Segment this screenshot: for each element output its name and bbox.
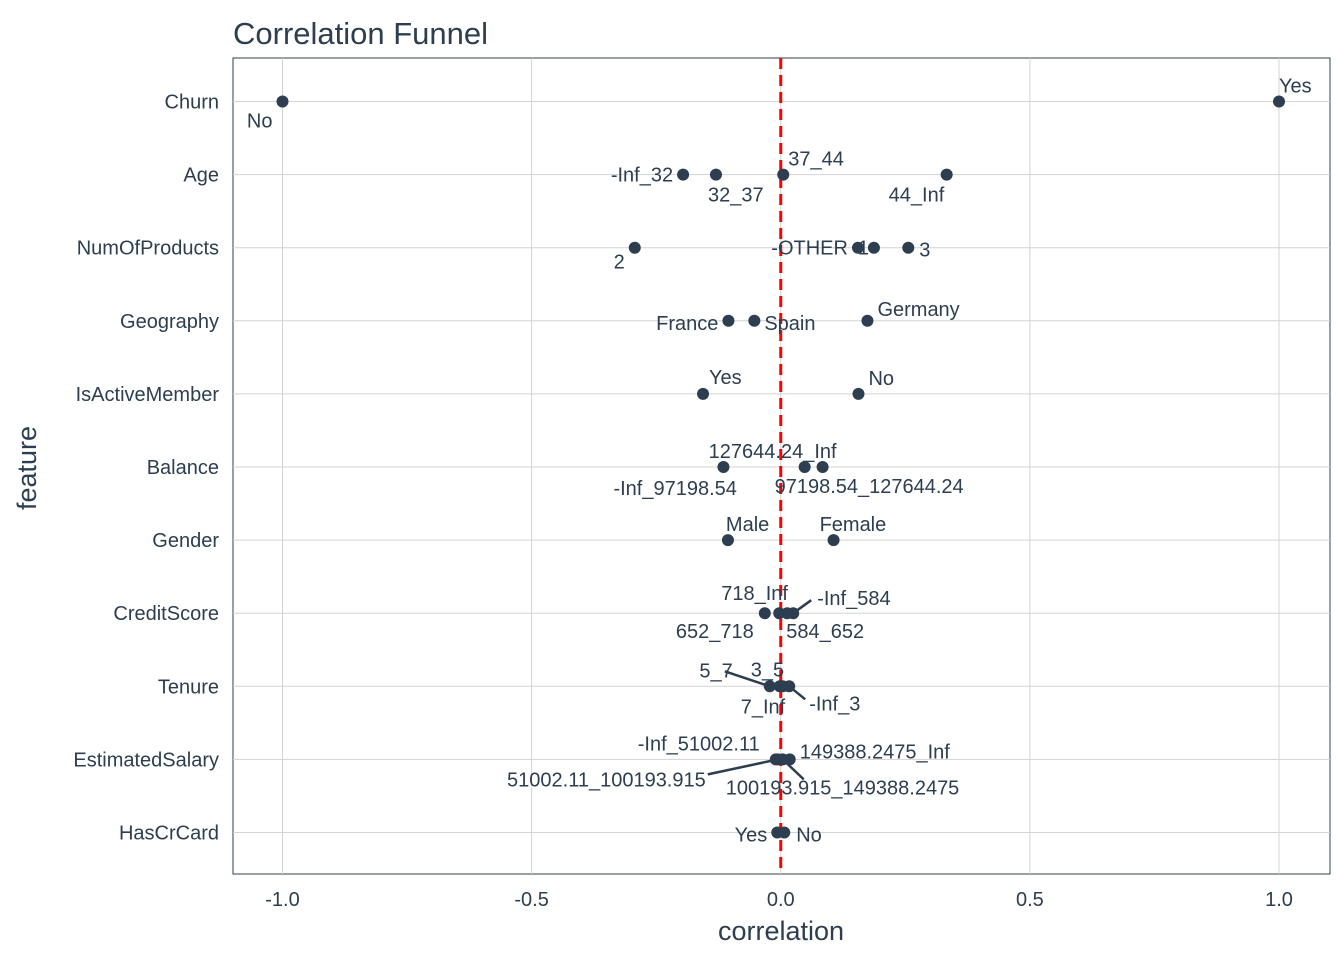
data-points xyxy=(276,95,1285,839)
point-label: No xyxy=(247,111,273,133)
y-tick-label: HasCrCard xyxy=(119,823,219,845)
x-tick-label: 0.5 xyxy=(1016,889,1044,911)
point-label: 51002.11_100193.915 xyxy=(507,769,706,791)
data-point xyxy=(867,241,880,254)
point-label: France xyxy=(656,313,718,335)
point-label: -Inf_32 xyxy=(611,165,673,187)
point-label: Yes xyxy=(735,825,768,847)
point-label: Yes xyxy=(1279,76,1312,98)
point-label: -Inf_3 xyxy=(809,693,860,715)
chart-title: Correlation Funnel xyxy=(233,16,488,51)
point-label: No xyxy=(868,368,894,390)
point-label: Spain xyxy=(764,313,815,335)
y-tick-labels: Churn Age NumOfProducts Geography IsActiveMe… xyxy=(73,92,219,845)
data-point xyxy=(851,241,864,254)
y-tick-label: Balance xyxy=(147,457,219,479)
y-tick-label: CreditScore xyxy=(113,603,219,625)
point-label: 584_652 xyxy=(786,621,864,643)
point-label: 100193.915_149388.2475 xyxy=(726,777,960,799)
point-label: -OTHER xyxy=(771,238,848,260)
x-tick-labels: -1.0 -0.5 0.0 0.5 1.0 xyxy=(265,889,1293,911)
x-axis-title: correlation xyxy=(718,916,844,946)
y-axis-title: feature xyxy=(12,426,42,510)
point-label: 149388.2475_Inf xyxy=(800,741,951,763)
point-label: Female xyxy=(820,514,887,536)
point-label: 718_Inf xyxy=(721,583,788,605)
point-label: 127644.24_Inf xyxy=(709,441,837,463)
point-label: -Inf_584 xyxy=(817,588,890,610)
point-labels: No Yes -Inf_32 32_37 37_44 44_Inf 2 -OTHER 1 3 Fra… xyxy=(247,76,1312,847)
data-point xyxy=(709,168,722,181)
x-tick-label: -0.5 xyxy=(514,889,548,911)
data-point xyxy=(778,826,791,839)
y-tick-label: Geography xyxy=(120,311,219,333)
data-point xyxy=(722,314,735,327)
data-point xyxy=(697,387,710,400)
point-label: Germany xyxy=(877,299,959,321)
data-point xyxy=(783,680,796,693)
y-tick-label: Churn xyxy=(165,92,219,114)
data-point xyxy=(861,314,874,327)
data-point xyxy=(748,314,761,327)
y-tick-label: NumOfProducts xyxy=(77,238,219,260)
point-label: No xyxy=(796,825,822,847)
point-label: 1 xyxy=(858,238,869,260)
data-point xyxy=(276,95,289,108)
point-label: 3_5 xyxy=(751,659,784,681)
point-label: -Inf_51002.11 xyxy=(638,733,760,755)
point-label: 44_Inf xyxy=(889,185,945,207)
data-point xyxy=(787,607,800,620)
point-label: 2 xyxy=(614,252,625,274)
point-label: Yes xyxy=(709,367,742,389)
y-tick-label: IsActiveMember xyxy=(76,384,220,406)
y-tick-label: EstimatedSalary xyxy=(73,749,219,771)
label-leader-line xyxy=(724,670,771,688)
label-leader-line xyxy=(707,758,779,776)
x-tick-label: 1.0 xyxy=(1265,889,1293,911)
y-tick-label: Age xyxy=(183,165,219,187)
data-point xyxy=(852,387,865,400)
point-label: 3 xyxy=(919,240,930,262)
data-point xyxy=(902,241,915,254)
data-point xyxy=(798,461,811,473)
data-point xyxy=(763,680,776,693)
data-point xyxy=(777,168,790,181)
point-label: 652_718 xyxy=(676,621,754,643)
point-label: -Inf_97198.54 xyxy=(613,478,736,500)
data-point xyxy=(721,534,734,547)
y-tick-label: Gender xyxy=(152,530,219,552)
data-point xyxy=(628,241,641,254)
y-tick-label: Tenure xyxy=(158,676,219,698)
point-label: Male xyxy=(726,514,769,536)
point-label: 37_44 xyxy=(788,149,844,171)
data-point xyxy=(816,461,829,473)
point-label: 5_7 xyxy=(699,660,732,682)
x-tick-label: 0.0 xyxy=(767,889,795,911)
point-label: 32_37 xyxy=(708,185,764,207)
data-point xyxy=(758,607,771,620)
point-label: 97198.54_127644.24 xyxy=(775,476,964,498)
data-point xyxy=(940,168,953,181)
data-point xyxy=(717,461,730,473)
point-label: 7_Inf xyxy=(741,696,786,718)
x-tick-label: -1.0 xyxy=(265,889,299,911)
data-point xyxy=(827,534,840,547)
data-point xyxy=(1273,95,1285,108)
data-point xyxy=(783,753,796,766)
data-point xyxy=(677,168,690,181)
